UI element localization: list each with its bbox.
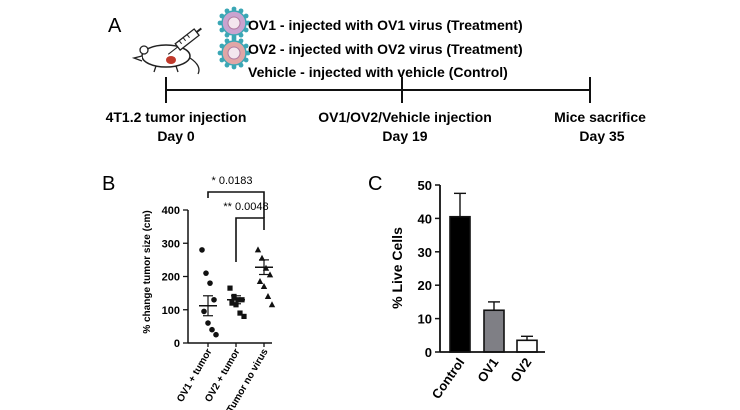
panel-b: B % change tumor size (cm) 0 100 200 300 400… [102, 173, 276, 410]
data-point [227, 285, 233, 291]
panel-b-letter: B [102, 173, 115, 195]
panel-c-letter: C [368, 173, 382, 195]
legend-ov1: OV1 - injected with OV1 virus (Treatment… [248, 17, 523, 33]
ov1-virus-icon [217, 6, 251, 40]
bar [516, 339, 538, 353]
virus-spike [231, 64, 237, 70]
data-point [266, 271, 274, 278]
timeline-day-2: Day 35 [579, 128, 624, 144]
timeline-day-0: Day 0 [157, 128, 195, 144]
timeline-label-1: OV1/OV2/Vehicle injection [318, 109, 492, 125]
data-point [199, 247, 205, 253]
y-tick-label: 50 [418, 178, 432, 193]
bar [449, 215, 471, 353]
virus-core [227, 16, 241, 30]
virus-core [227, 46, 241, 60]
legend-vehicle: Vehicle - injected with vehicle (Control… [248, 64, 508, 80]
data-point [264, 292, 272, 299]
tumor-mark [166, 56, 176, 64]
y-tick-label: 0 [174, 338, 180, 350]
virus-spike [231, 36, 237, 42]
data-point [207, 280, 213, 286]
virus-spike [217, 50, 223, 56]
panel-b-ylabel: % change tumor size (cm) [142, 210, 153, 333]
timeline-day-1: Day 19 [382, 128, 427, 144]
data-point [231, 293, 237, 300]
timeline-label-0: 4T1.2 tumor injection [106, 109, 247, 125]
panel-c-ylabel: % Live Cells [389, 227, 405, 309]
data-point [205, 320, 211, 326]
ov2-virus-icon [217, 36, 251, 70]
data-point [211, 296, 217, 303]
y-tick-label: 400 [162, 205, 180, 217]
data-point [254, 246, 262, 253]
y-tick-label: 100 [162, 305, 180, 317]
data-point [203, 270, 209, 276]
data-point [241, 313, 247, 319]
bar-chart-c: 0 10 20 30 40 50 Control OV1 OV2 [418, 178, 545, 402]
x-tick-label: OV2 [507, 355, 534, 385]
virus-spike [231, 6, 237, 12]
y-tick-label: 0 [425, 345, 432, 360]
data-point [233, 302, 239, 308]
significance-bracket [207, 191, 265, 218]
data-point [258, 254, 266, 261]
data-point [201, 308, 207, 315]
panel-a: A OV1 - injected with OV1 virus (Treatme… [106, 6, 646, 144]
data-point [268, 301, 276, 308]
y-tick-label: 10 [418, 312, 432, 327]
legend-ov2: OV2 - injected with OV2 virus (Treatment… [248, 41, 523, 57]
significance-label: ** 0.0048 [223, 201, 268, 213]
data-point [213, 331, 219, 338]
data-point [260, 282, 268, 289]
x-tick-label: Control [429, 355, 468, 401]
timeline-label-2: Mice sacrifice [554, 109, 646, 125]
panel-c: C % Live Cells 0 10 20 30 40 50 Control OV1 OV2 [368, 173, 545, 402]
data-point [209, 326, 215, 333]
mouse-syringe-icon [131, 27, 202, 75]
y-tick-label: 200 [162, 272, 180, 284]
virus-spike [217, 20, 223, 26]
data-point [256, 277, 264, 284]
bar [483, 309, 505, 353]
virus-spike [245, 20, 251, 26]
virus-spike [245, 50, 251, 56]
significance-bracket [235, 217, 265, 262]
data-point [237, 310, 243, 316]
y-tick-label: 30 [418, 245, 432, 260]
significance-label: * 0.0183 [212, 175, 253, 187]
y-tick-label: 20 [418, 278, 432, 293]
y-tick-label: 40 [418, 211, 432, 226]
panel-a-letter: A [108, 15, 122, 37]
x-tick-label: OV1 [474, 355, 501, 385]
data-point [229, 300, 235, 306]
y-tick-label: 300 [162, 238, 180, 250]
